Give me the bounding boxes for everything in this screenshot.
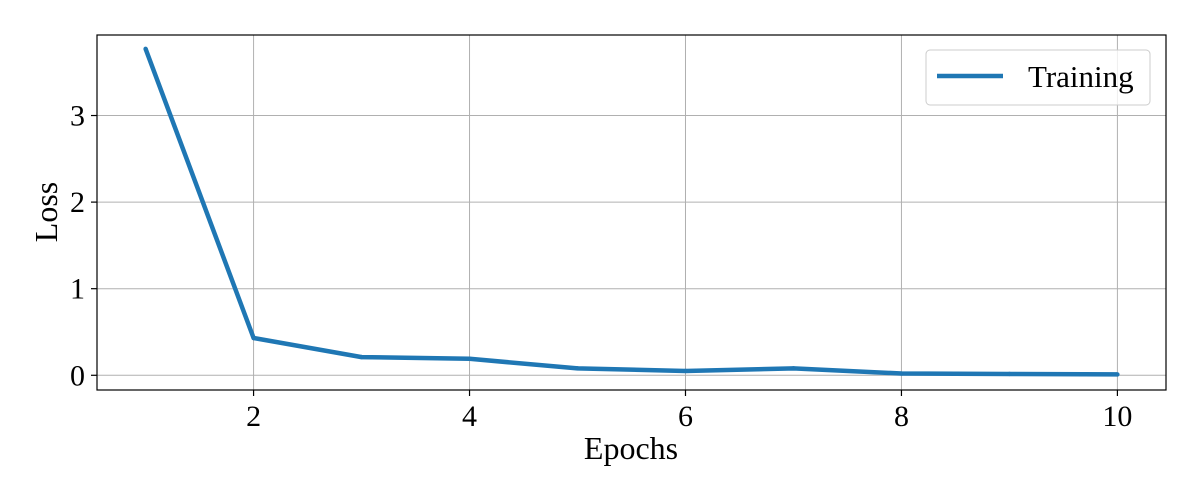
data-point <box>791 366 796 371</box>
data-point <box>1007 371 1012 377</box>
legend-box <box>925 49 1151 106</box>
legend-label-training: Training <box>1028 59 1134 94</box>
ticks: 2 4 6 8 10 0 1 2 3 <box>70 100 1132 433</box>
y-axis-label: Loss <box>28 182 64 242</box>
x-tick-label: 4 <box>462 400 477 433</box>
grid <box>97 35 1166 390</box>
series-layer <box>143 46 1120 377</box>
x-tick-label: 2 <box>246 400 261 433</box>
data-point <box>143 46 148 52</box>
y-tick-label: 1 <box>70 273 85 306</box>
data-point <box>1115 372 1120 377</box>
data-point <box>359 354 364 360</box>
data-point <box>251 335 256 341</box>
data-point <box>899 371 904 376</box>
data-point <box>575 366 580 371</box>
x-tick-label: 10 <box>1102 400 1132 433</box>
y-tick-label: 0 <box>70 359 85 392</box>
data-point <box>683 368 688 374</box>
x-tick-label: 8 <box>894 400 909 433</box>
legend: Training <box>925 49 1151 106</box>
y-tick-label: 3 <box>70 100 85 133</box>
y-tick-label: 2 <box>70 186 85 219</box>
data-point <box>467 356 472 362</box>
plot-area-frame <box>96 34 1167 391</box>
series-line-training <box>143 48 1118 377</box>
x-axis-label: Epochs <box>584 430 678 466</box>
x-tick-label: 6 <box>678 400 693 433</box>
